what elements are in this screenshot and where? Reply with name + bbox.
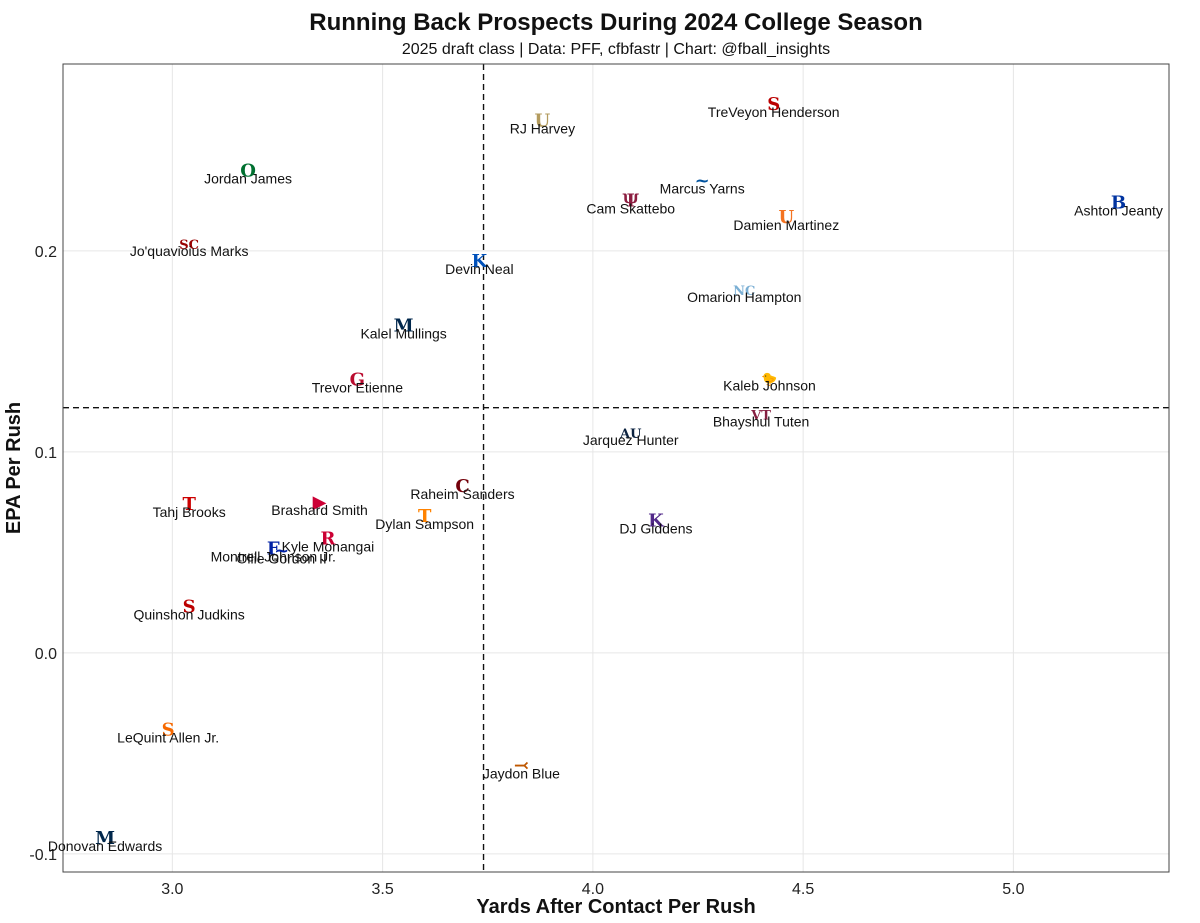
y-tick-label: 0.1 [35, 445, 57, 462]
team-logo-marker: VT [750, 409, 771, 424]
y-tick-label: -0.1 [29, 847, 57, 864]
data-point: 🐤Kaleb Johnson [723, 373, 816, 394]
point-label: Jarquez Hunter [583, 432, 679, 448]
team-logo-marker: Ψ [622, 191, 639, 212]
y-tick-label: 0.2 [35, 244, 57, 261]
team-logo-marker: T [182, 494, 196, 515]
point-label: Omarion Hampton [687, 289, 801, 305]
team-logo-marker: AU [619, 427, 642, 442]
data-point: KDJ Giddens [619, 510, 692, 536]
team-logo-marker: SC [179, 238, 199, 253]
point-label: Kaleb Johnson [723, 378, 816, 394]
chart-title: Running Back Prospects During 2024 Colle… [309, 9, 923, 36]
team-logo-marker: M [394, 315, 414, 336]
point-label: Devin Neal [445, 261, 513, 277]
team-logo-marker: M [95, 828, 115, 849]
y-tick-label: 0.0 [35, 646, 57, 663]
data-point: ~Marcus Yarns [660, 171, 745, 197]
point-label: Cam Skattebo [586, 201, 675, 217]
team-logo-marker: B [1111, 193, 1126, 214]
point-label: Raheim Sanders [410, 486, 514, 502]
data-point: ⤙Jaydon Blue [483, 755, 560, 781]
team-logo-marker: NC [733, 284, 755, 299]
chart-subtitle: 2025 draft class | Data: PFF, cfbfastr |… [402, 41, 830, 58]
plot-border [62, 63, 1170, 873]
point-label: TreVeyon Henderson [708, 104, 840, 120]
point-label: Donovan Edwards [48, 838, 162, 854]
point-label: Brashard Smith [271, 502, 367, 518]
point-label: Bhayshul Tuten [713, 414, 810, 430]
point-label: Kyle Monangai [282, 538, 375, 554]
team-logo-marker: U [778, 207, 794, 228]
team-logo-marker: F [267, 538, 280, 559]
team-logo-marker: T [418, 506, 432, 527]
team-logo-marker: G [350, 370, 365, 391]
point-label: Jordan James [204, 171, 292, 187]
team-logo-marker: ~ [695, 171, 710, 192]
x-axis-label: Yards After Contact Per Rush [476, 896, 755, 918]
point-label: Ashton Jeanty [1074, 203, 1163, 219]
team-logo-marker: 🐤 [761, 373, 777, 388]
data-point: ▶Brashard Smith [271, 492, 367, 518]
team-logo-marker: U [535, 110, 551, 131]
point-label: Montrell Johnson Jr. [211, 548, 336, 564]
point-label: Damien Martinez [733, 217, 839, 233]
point-label: LeQuint Allen Jr. [117, 729, 219, 745]
point-label: Marcus Yarns [660, 181, 745, 197]
x-tick-label: 3.5 [371, 881, 393, 898]
team-logo-marker: C [455, 476, 469, 497]
x-tick-label: 3.0 [161, 881, 183, 898]
point-label: Dylan Sampson [375, 516, 474, 532]
plot-background [63, 64, 1169, 872]
team-logo-marker: R [320, 528, 336, 549]
point-label: Trevor Etienne [312, 380, 404, 396]
data-point: URJ Harvey [510, 110, 575, 136]
x-tick-label: 4.5 [792, 881, 814, 898]
team-logo-marker: ~ [274, 540, 289, 561]
point-label: Jaydon Blue [483, 765, 560, 781]
team-logo-marker: S [767, 94, 780, 115]
point-label: Kalel Mullings [360, 325, 446, 341]
x-tick-label: 5.0 [1002, 881, 1024, 898]
point-label: DJ Giddens [619, 520, 692, 536]
team-logo-marker: S [183, 597, 196, 618]
team-logo-marker: K [471, 251, 488, 272]
team-logo-marker: ⤙ [514, 755, 529, 776]
team-logo-marker: S [162, 719, 175, 740]
x-tick-label: 4.0 [582, 881, 604, 898]
team-logo-marker: ▶ [313, 492, 327, 513]
data-point: ~Ollie Gordon II [237, 540, 327, 566]
point-label: Tahj Brooks [153, 504, 226, 520]
team-logo-marker: K [648, 510, 665, 531]
point-label: Quinshon Judkins [134, 607, 245, 623]
team-logo-marker: O [240, 161, 256, 182]
point-label: Ollie Gordon II [237, 550, 327, 566]
point-label: Jo'quavioius Marks [130, 243, 249, 259]
y-axis-label: EPA Per Rush [3, 402, 25, 534]
point-label: RJ Harvey [510, 120, 575, 136]
